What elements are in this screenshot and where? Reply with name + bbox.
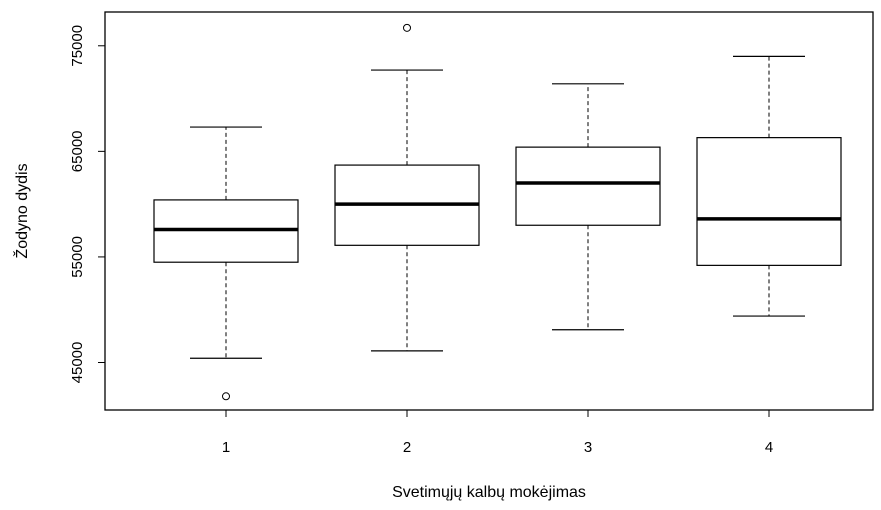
box-1-outlier-0 xyxy=(222,392,230,401)
box-2-outlier-0 xyxy=(403,23,411,32)
y-tick-label-45000: 45000 xyxy=(69,342,86,384)
y-tick-label-75000: 75000 xyxy=(69,25,86,67)
x-axis-label: Svetimųjų kalbų mokėjimas xyxy=(392,484,586,501)
y-tick-label-55000: 55000 xyxy=(69,236,86,278)
x-tick-label-3: 3 xyxy=(584,439,592,456)
box-4-iqr-box xyxy=(696,137,842,266)
x-tick-label-1: 1 xyxy=(222,439,230,456)
y-axis-label: Žodyno dydis xyxy=(12,163,31,258)
x-tick-label-4: 4 xyxy=(765,439,773,456)
y-tick-label-65000: 65000 xyxy=(69,130,86,172)
box-3-iqr-box xyxy=(515,146,661,226)
chart-marks: 45000 55000 65000 75000 1 2 3 4 xyxy=(69,23,842,456)
x-tick-label-2: 2 xyxy=(403,439,411,456)
